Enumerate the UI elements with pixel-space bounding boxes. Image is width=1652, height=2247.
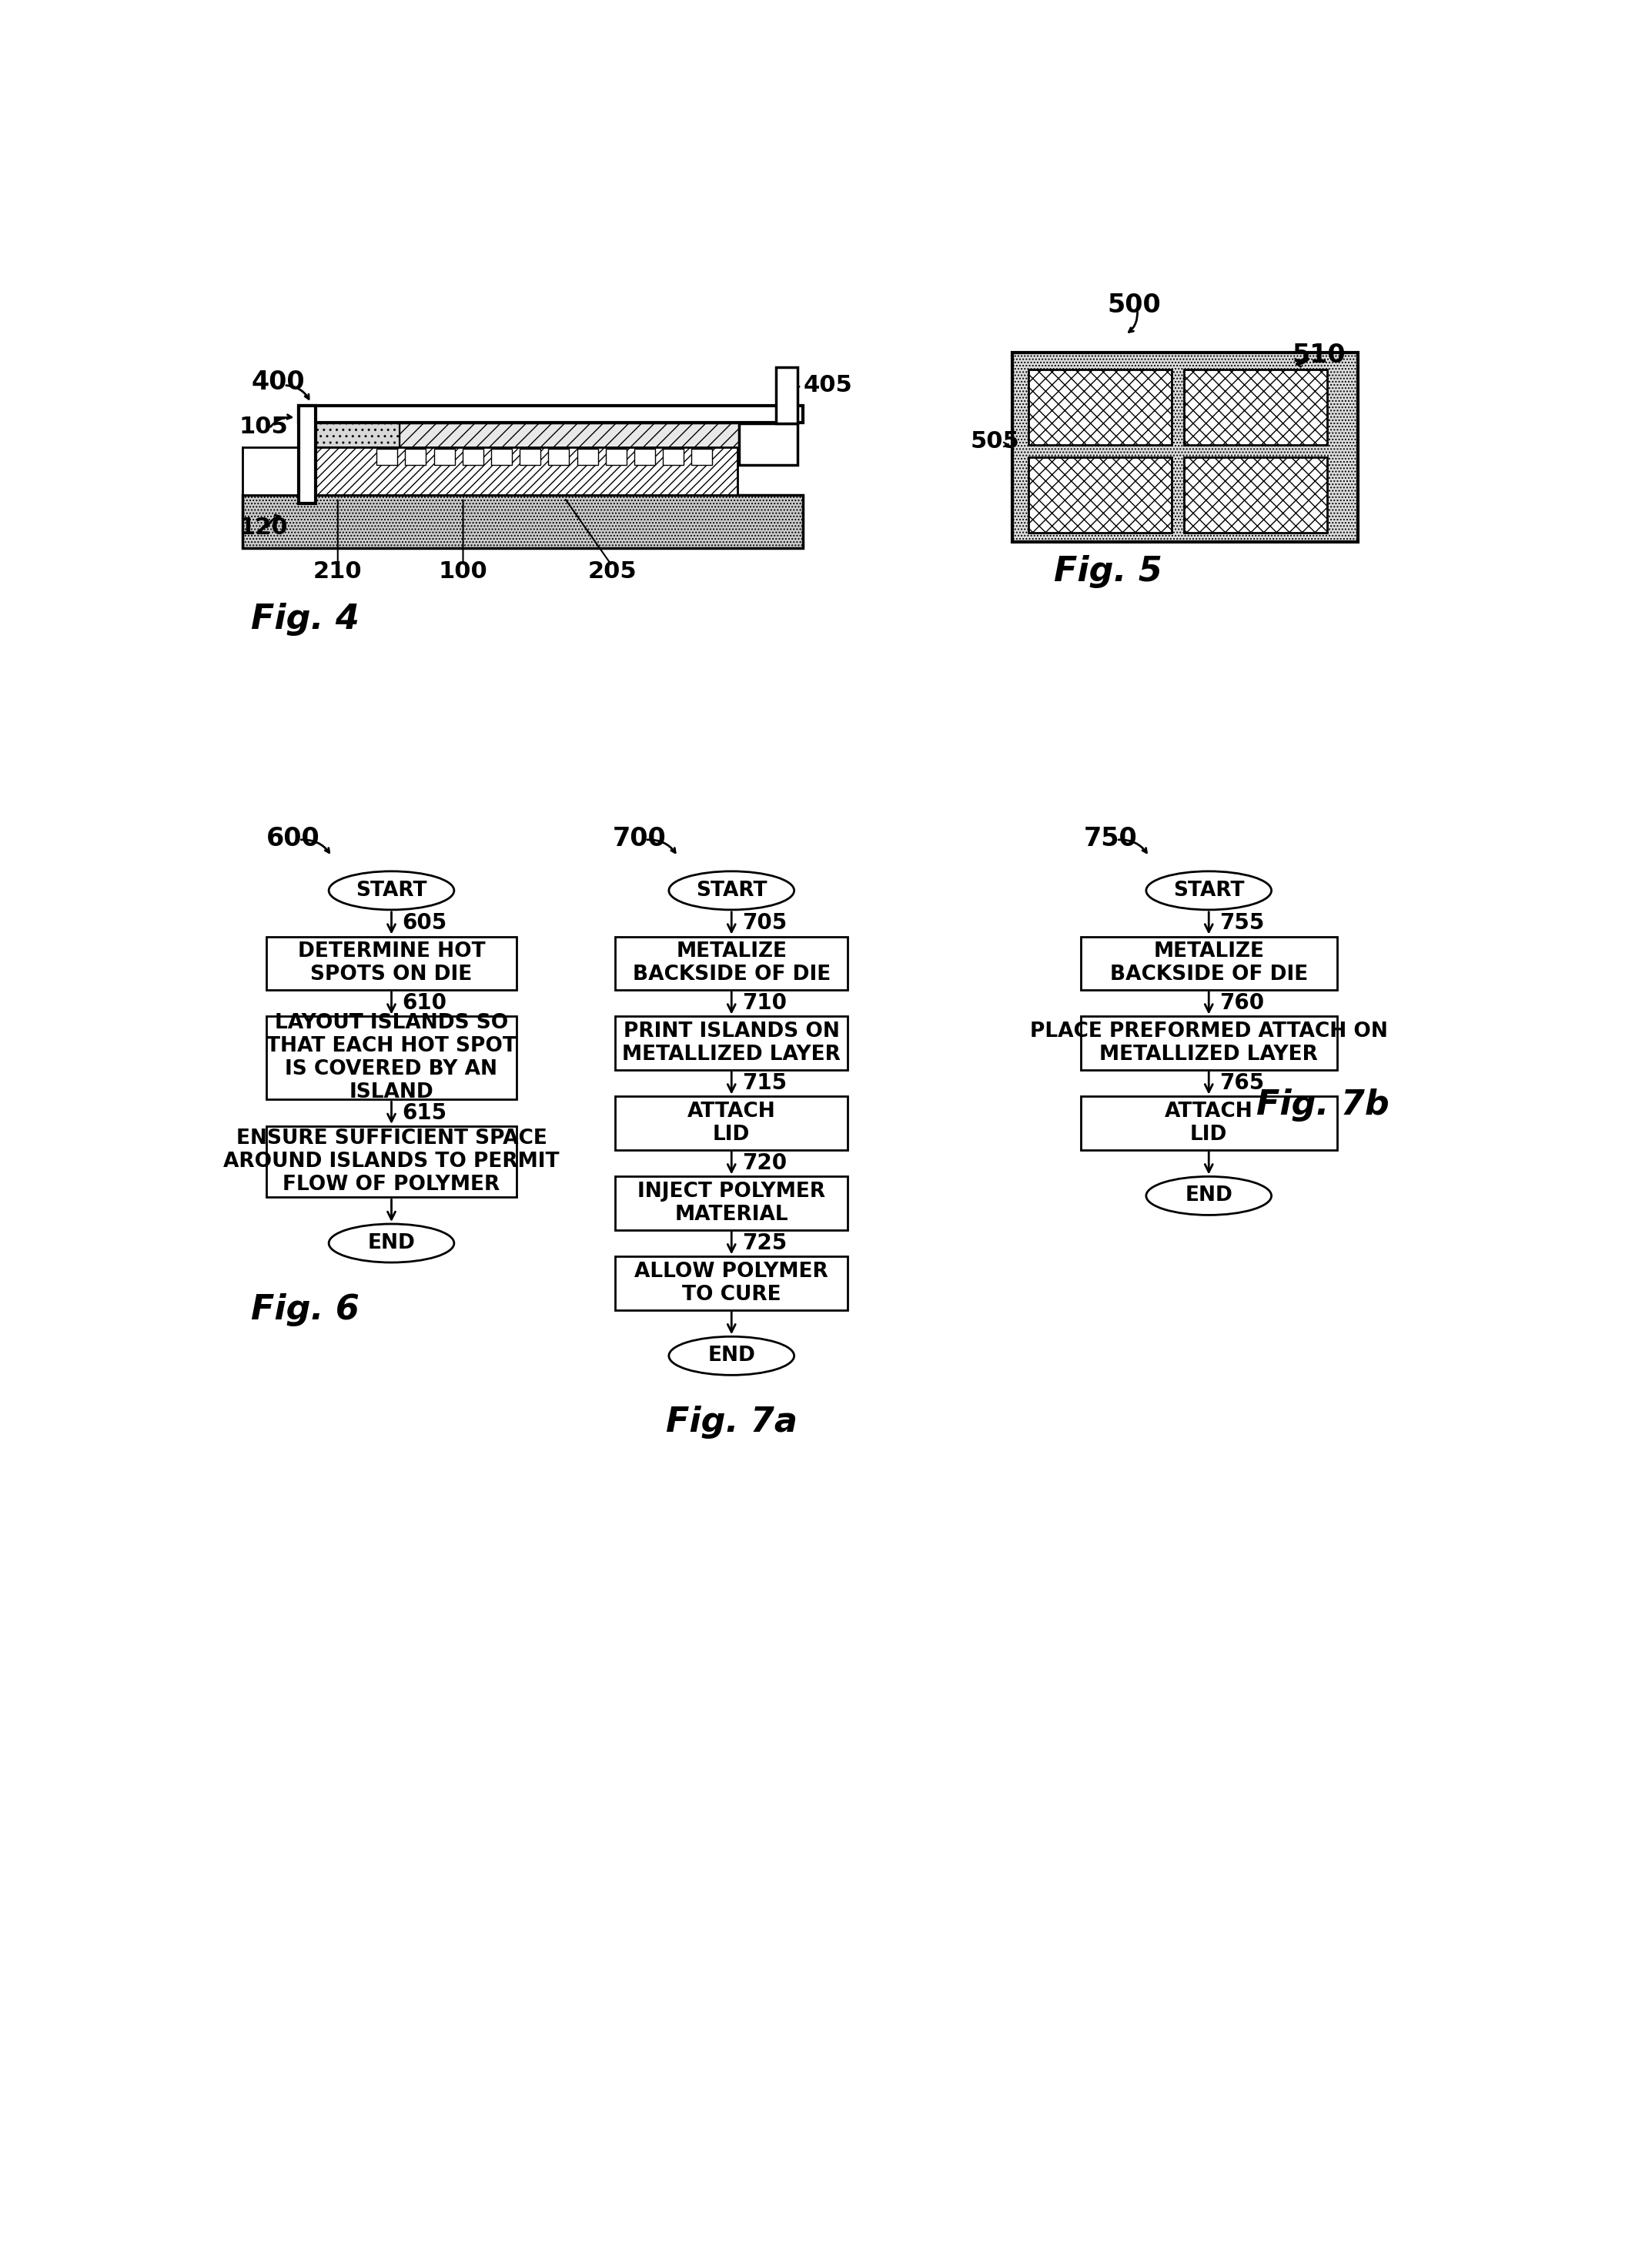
- Bar: [606, 449, 626, 465]
- Text: ENSURE SUFFICIENT SPACE
AROUND ISLANDS TO PERMIT
FLOW OF POLYMER: ENSURE SUFFICIENT SPACE AROUND ISLANDS T…: [223, 1128, 560, 1195]
- Text: 750: 750: [1084, 827, 1137, 852]
- Bar: [692, 449, 712, 465]
- Bar: [463, 449, 484, 465]
- Text: 500: 500: [1107, 292, 1161, 317]
- Bar: [377, 449, 398, 465]
- Bar: [1080, 1016, 1336, 1070]
- Ellipse shape: [329, 872, 454, 910]
- Bar: [520, 449, 540, 465]
- Text: 115: 115: [317, 434, 367, 456]
- Text: 505: 505: [970, 431, 1019, 452]
- Text: 705: 705: [742, 912, 786, 935]
- Bar: [243, 494, 803, 548]
- Text: Fig. 7a: Fig. 7a: [666, 1407, 798, 1438]
- Bar: [316, 447, 737, 494]
- Text: 100: 100: [438, 562, 487, 582]
- Text: Fig. 4: Fig. 4: [251, 602, 360, 636]
- Text: START: START: [355, 881, 428, 901]
- Text: PLACE PREFORMED ATTACH ON
METALLIZED LAYER: PLACE PREFORMED ATTACH ON METALLIZED LAY…: [1029, 1022, 1388, 1065]
- Text: 120: 120: [240, 517, 289, 539]
- Bar: [1080, 1097, 1336, 1150]
- Text: 765: 765: [1219, 1072, 1264, 1094]
- Bar: [1013, 353, 1358, 542]
- Text: 215: 215: [743, 420, 793, 443]
- Bar: [1080, 937, 1336, 991]
- Bar: [615, 1016, 847, 1070]
- Text: END: END: [707, 1346, 755, 1366]
- Bar: [405, 449, 426, 465]
- Bar: [316, 425, 400, 447]
- Ellipse shape: [669, 872, 795, 910]
- Text: 760: 760: [1219, 993, 1264, 1013]
- Text: Fig. 7b: Fig. 7b: [1257, 1090, 1389, 1121]
- Text: 205: 205: [588, 562, 636, 582]
- Bar: [400, 425, 738, 447]
- Text: PRINT ISLANDS ON
METALLIZED LAYER: PRINT ISLANDS ON METALLIZED LAYER: [623, 1022, 841, 1065]
- Text: 755: 755: [1219, 912, 1264, 935]
- Text: ATTACH
LID: ATTACH LID: [1165, 1101, 1252, 1144]
- Text: 610: 610: [401, 993, 446, 1013]
- Bar: [1029, 456, 1171, 533]
- Bar: [266, 1016, 517, 1099]
- Text: END: END: [1184, 1186, 1232, 1207]
- Text: ALLOW POLYMER
TO CURE: ALLOW POLYMER TO CURE: [634, 1261, 828, 1306]
- Text: 720: 720: [742, 1153, 786, 1173]
- Bar: [548, 449, 570, 465]
- Text: Fig. 5: Fig. 5: [1054, 555, 1161, 589]
- Text: START: START: [1173, 881, 1244, 901]
- Text: Fig. 6: Fig. 6: [251, 1294, 360, 1326]
- Text: METALIZE
BACKSIDE OF DIE: METALIZE BACKSIDE OF DIE: [633, 941, 831, 984]
- Text: INJECT POLYMER
MATERIAL: INJECT POLYMER MATERIAL: [638, 1182, 826, 1225]
- Bar: [243, 447, 314, 494]
- Bar: [577, 449, 598, 465]
- Bar: [299, 407, 316, 503]
- Ellipse shape: [669, 1337, 795, 1375]
- Text: 105: 105: [240, 416, 289, 438]
- Bar: [434, 449, 454, 465]
- Text: 405: 405: [803, 373, 852, 395]
- Text: 700: 700: [613, 827, 666, 852]
- Bar: [634, 449, 656, 465]
- Bar: [1029, 369, 1171, 445]
- Text: METALIZE
BACKSIDE OF DIE: METALIZE BACKSIDE OF DIE: [1110, 941, 1308, 984]
- Text: 615: 615: [401, 1101, 448, 1124]
- Text: 210: 210: [314, 562, 362, 582]
- Text: 400: 400: [251, 369, 306, 395]
- Text: END: END: [368, 1234, 415, 1254]
- Text: 605: 605: [401, 912, 448, 935]
- Text: 510: 510: [1292, 344, 1346, 369]
- Bar: [299, 407, 803, 422]
- Bar: [1184, 456, 1327, 533]
- Bar: [615, 1256, 847, 1310]
- Bar: [615, 937, 847, 991]
- Bar: [776, 369, 798, 425]
- Bar: [491, 449, 512, 465]
- Bar: [738, 425, 798, 465]
- Bar: [615, 1177, 847, 1229]
- Ellipse shape: [1146, 872, 1272, 910]
- Ellipse shape: [329, 1225, 454, 1263]
- Text: 710: 710: [742, 993, 786, 1013]
- Bar: [738, 425, 793, 447]
- Text: 725: 725: [742, 1231, 786, 1254]
- Text: START: START: [695, 881, 767, 901]
- Bar: [1184, 369, 1327, 445]
- Bar: [266, 1126, 517, 1198]
- Bar: [266, 937, 517, 991]
- Text: DETERMINE HOT
SPOTS ON DIE: DETERMINE HOT SPOTS ON DIE: [297, 941, 486, 984]
- Ellipse shape: [1146, 1177, 1272, 1216]
- Text: 600: 600: [266, 827, 320, 852]
- Text: LAYOUT ISLANDS SO
THAT EACH HOT SPOT
IS COVERED BY AN
ISLAND: LAYOUT ISLANDS SO THAT EACH HOT SPOT IS …: [266, 1013, 517, 1103]
- Bar: [662, 449, 684, 465]
- Text: ATTACH
LID: ATTACH LID: [687, 1101, 776, 1144]
- Bar: [615, 1097, 847, 1150]
- Text: 715: 715: [742, 1072, 786, 1094]
